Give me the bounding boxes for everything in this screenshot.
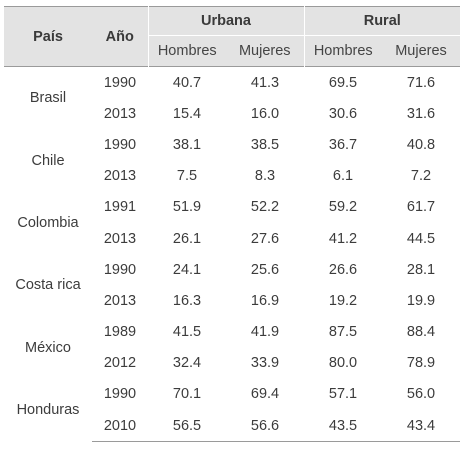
year-cell: 1990 bbox=[103, 386, 137, 403]
value-cell: 38.5 bbox=[250, 136, 280, 153]
country-cell: Honduras bbox=[16, 402, 80, 419]
value-cell: 41.3 bbox=[250, 74, 280, 91]
value-cell: 71.6 bbox=[406, 74, 436, 91]
value-cell: 19.2 bbox=[328, 292, 358, 309]
value-cell: 51.9 bbox=[172, 199, 202, 216]
country-cell: Colombia bbox=[17, 214, 79, 231]
value-cell: 40.7 bbox=[172, 74, 202, 91]
year-cell: 1990 bbox=[103, 74, 137, 91]
value-cell: 52.2 bbox=[250, 199, 280, 216]
value-cell: 56.0 bbox=[406, 386, 436, 403]
country-cell: Chile bbox=[31, 152, 65, 169]
value-cell: 43.5 bbox=[304, 410, 382, 443]
year-cell: 2013 bbox=[103, 230, 137, 247]
table-row: 2012 32.4 33.9 80.0 78.9 bbox=[4, 348, 460, 379]
value-cell: 87.5 bbox=[328, 324, 358, 341]
value-cell: 27.6 bbox=[250, 230, 280, 247]
value-cell: 41.5 bbox=[172, 324, 202, 341]
value-cell: 56.6 bbox=[226, 410, 304, 443]
table-row: Chile 1990 38.1 38.5 36.7 40.8 bbox=[4, 129, 460, 169]
value-cell: 25.6 bbox=[250, 261, 280, 278]
value-cell: 38.1 bbox=[172, 136, 202, 153]
value-cell: 16.3 bbox=[172, 292, 202, 309]
year-cell: 2012 bbox=[103, 355, 137, 372]
value-cell: 7.2 bbox=[410, 168, 432, 185]
table-row: 2013 7.5 8.3 6.1 7.2 bbox=[4, 161, 460, 192]
value-cell: 8.3 bbox=[254, 168, 276, 185]
country-cell: México bbox=[25, 339, 71, 356]
value-cell: 78.9 bbox=[406, 355, 436, 372]
header-row-groups: País Año Urbana Rural bbox=[4, 6, 461, 67]
value-cell: 41.2 bbox=[328, 230, 358, 247]
value-cell: 56.5 bbox=[148, 410, 226, 443]
country-cell: Brasil bbox=[29, 90, 67, 107]
value-cell: 59.2 bbox=[328, 199, 358, 216]
header-rural-mujeres: Mujeres bbox=[382, 35, 461, 67]
table-row: 2013 16.3 16.9 19.2 19.9 bbox=[4, 285, 460, 316]
table-row: Costa rica 1990 24.1 25.6 26.6 28.1 bbox=[4, 254, 460, 294]
value-cell: 30.6 bbox=[328, 105, 358, 122]
table-header: País Año Urbana Rural Hombres Mujeres Ho… bbox=[4, 6, 461, 67]
value-cell: 69.4 bbox=[250, 386, 280, 403]
value-cell: 88.4 bbox=[406, 324, 436, 341]
value-cell: 7.5 bbox=[176, 168, 198, 185]
value-cell: 69.5 bbox=[328, 74, 358, 91]
value-cell: 57.1 bbox=[328, 386, 358, 403]
table-row: 2013 15.4 16.0 30.6 31.6 bbox=[4, 98, 460, 129]
country-cell: Costa rica bbox=[15, 277, 81, 294]
table-body: Brasil 1990 40.7 41.3 69.5 71.6 2013 15.4 16.0 30… bbox=[4, 67, 461, 443]
table-row: Brasil 1990 40.7 41.3 69.5 71.6 bbox=[4, 67, 460, 107]
value-cell: 32.4 bbox=[172, 355, 202, 372]
year-cell: 1990 bbox=[103, 261, 137, 278]
header-urbana-hombres: Hombres bbox=[147, 35, 226, 67]
header-row-sub: Hombres Mujeres Hombres Mujeres bbox=[4, 35, 461, 67]
value-cell: 33.9 bbox=[250, 355, 280, 372]
value-cell: 43.4 bbox=[382, 410, 461, 443]
year-cell: 2013 bbox=[103, 105, 137, 122]
value-cell: 31.6 bbox=[406, 105, 436, 122]
value-cell: 61.7 bbox=[406, 199, 436, 216]
year-cell: 1991 bbox=[103, 199, 137, 216]
value-cell: 28.1 bbox=[406, 261, 436, 278]
value-cell: 19.9 bbox=[406, 292, 436, 309]
value-cell: 70.1 bbox=[172, 386, 202, 403]
year-cell: 2013 bbox=[103, 292, 137, 309]
value-cell: 40.8 bbox=[406, 136, 436, 153]
table-row: Colombia 1991 51.9 52.2 59.2 61.7 bbox=[4, 192, 460, 231]
poverty-table: País Año Urbana Rural Hombres Mujeres Ho… bbox=[4, 6, 461, 443]
value-cell: 16.0 bbox=[250, 105, 280, 122]
year-cell: 1989 bbox=[103, 324, 137, 341]
header-group-urbana: Urbana bbox=[147, 6, 304, 36]
value-cell: 41.9 bbox=[250, 324, 280, 341]
table-row: 2013 26.1 27.6 41.2 44.5 bbox=[4, 223, 460, 254]
value-cell: 44.5 bbox=[406, 230, 436, 247]
year-cell: 2013 bbox=[103, 168, 137, 185]
year-cell: 2010 bbox=[92, 410, 148, 443]
header-country: País bbox=[4, 6, 92, 67]
value-cell: 16.9 bbox=[250, 292, 280, 309]
header-group-rural: Rural bbox=[303, 6, 461, 36]
header-rural-hombres: Hombres bbox=[303, 35, 382, 67]
value-cell: 15.4 bbox=[172, 105, 202, 122]
year-cell: 1990 bbox=[103, 136, 137, 153]
value-cell: 80.0 bbox=[328, 355, 358, 372]
value-cell: 26.1 bbox=[172, 230, 202, 247]
header-urbana-mujeres: Mujeres bbox=[226, 35, 304, 67]
value-cell: 26.6 bbox=[328, 261, 358, 278]
table-row: 2010 56.5 56.6 43.5 43.4 bbox=[4, 410, 461, 443]
value-cell: 6.1 bbox=[332, 168, 354, 185]
header-year: Año bbox=[92, 6, 148, 67]
table-row: Honduras 1990 70.1 69.4 57.1 56.0 bbox=[4, 379, 460, 418]
value-cell: 24.1 bbox=[172, 261, 202, 278]
table-row: México 1989 41.5 41.9 87.5 88.4 bbox=[4, 317, 460, 356]
value-cell: 36.7 bbox=[328, 136, 358, 153]
